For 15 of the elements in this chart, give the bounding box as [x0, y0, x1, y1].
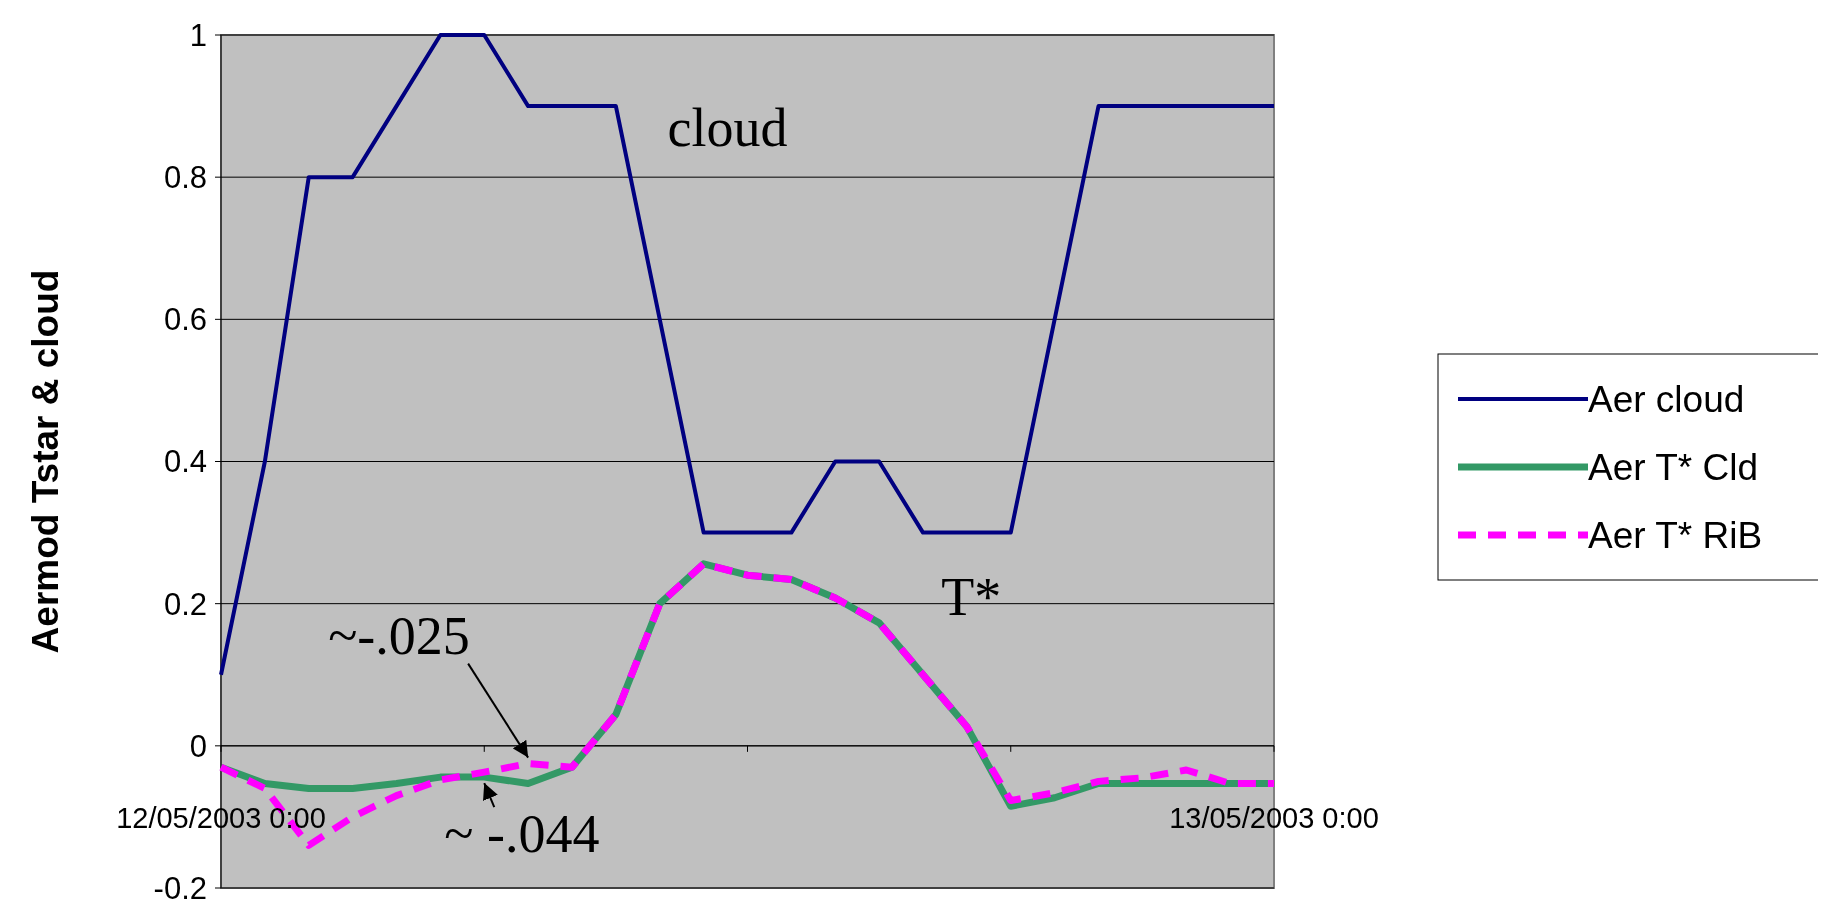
y-tick-label: 0.6: [163, 302, 207, 338]
y-tick-label: 0.2: [163, 586, 207, 622]
legend-label: Aer T* RiB: [1588, 514, 1763, 556]
annotation: ~-.025: [328, 605, 470, 666]
y-tick-label: -0.2: [153, 870, 207, 906]
y-tick-label: 0: [189, 728, 207, 764]
legend-label: Aer T* Cld: [1588, 446, 1758, 488]
legend-label: Aer cloud: [1588, 378, 1745, 420]
y-tick-label: 0.8: [163, 160, 207, 196]
annotation: cloud: [667, 97, 788, 158]
annotation: ~ -.044: [444, 804, 600, 865]
y-axis-title: Aermod Tstar & cloud: [25, 269, 66, 654]
y-tick-label: 1: [189, 17, 207, 53]
x-tick-label: 13/05/2003 0:00: [1169, 801, 1379, 834]
y-tick-label: 0.4: [163, 444, 207, 480]
